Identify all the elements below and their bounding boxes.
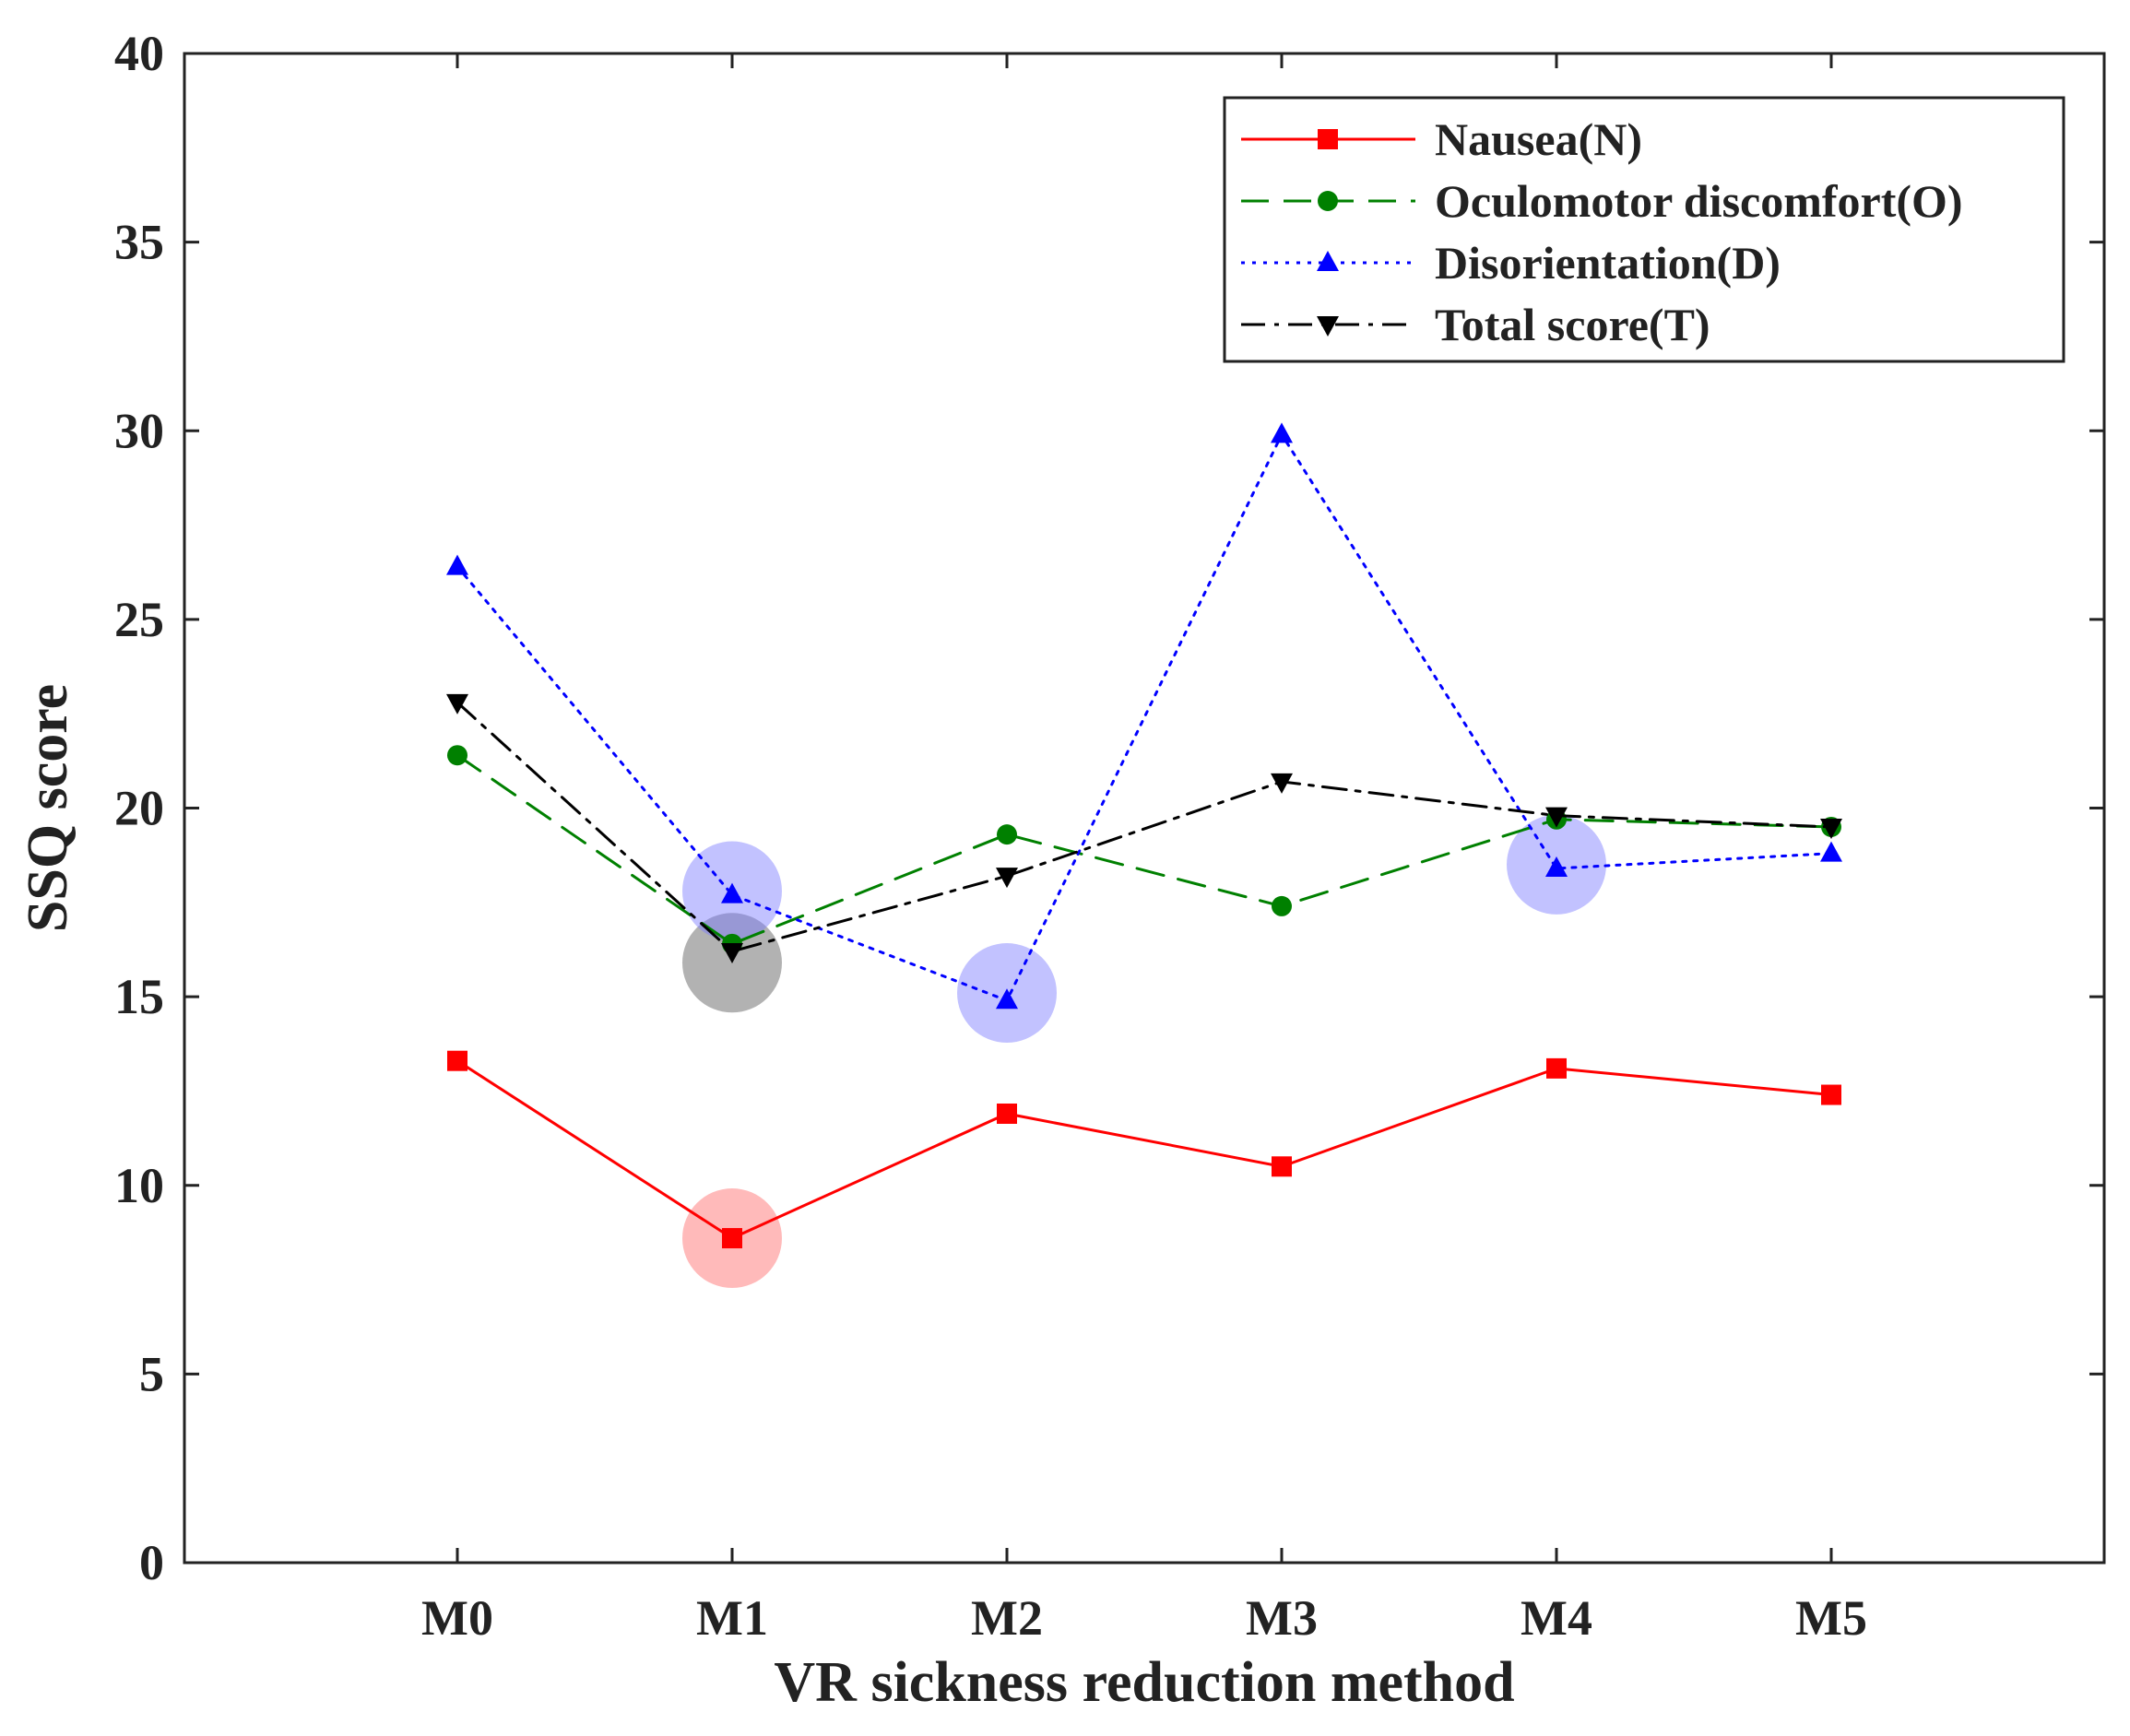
series-disorientation — [446, 422, 1842, 1010]
total-score-point — [996, 868, 1018, 889]
legend-box — [1223, 96, 2065, 363]
x-tick-label: M5 — [1795, 1590, 1867, 1646]
y-tick-label: 5 — [139, 1346, 164, 1401]
y-tick-label: 0 — [139, 1535, 164, 1590]
oculomotor-discomfort-point — [997, 824, 1017, 845]
y-tick-label: 10 — [114, 1158, 164, 1213]
disorientation-point — [721, 882, 743, 903]
y-tick-label: 15 — [114, 969, 164, 1024]
legend-swatch-marker — [1317, 251, 1339, 271]
x-tick-label: M4 — [1521, 1590, 1592, 1646]
total-score-point — [1271, 773, 1293, 794]
legend-item-nausea: Nausea(N) — [1241, 113, 1642, 165]
x-tick-label: M3 — [1246, 1590, 1318, 1646]
disorientation-point — [996, 988, 1018, 1010]
legend-label: Disorientation(D) — [1435, 237, 1781, 289]
y-axis-title: SSQ score — [17, 684, 79, 932]
y-tick-label: 25 — [114, 592, 164, 647]
nausea-point — [722, 1228, 742, 1249]
y-tick-label: 40 — [114, 26, 164, 81]
x-axis: M0 M1 M2 M3 M4 M5 — [421, 53, 1867, 1646]
disorientation-point — [1545, 856, 1568, 877]
x-tick-label: M1 — [696, 1590, 768, 1646]
legend-item-total-score: Total score(T) — [1241, 299, 1710, 350]
total-score-point — [1545, 807, 1568, 828]
disorientation-point — [1271, 422, 1293, 443]
oculomotor-discomfort-point — [1272, 895, 1292, 916]
legend-label: Oculomotor discomfort(O) — [1435, 175, 1963, 227]
legend-item-disorientation: Disorientation(D) — [1241, 237, 1781, 289]
nausea-point — [1272, 1156, 1292, 1177]
total-score-point — [721, 943, 743, 964]
nausea-point — [997, 1103, 1017, 1124]
x-axis-title: VR sickness reduction method — [774, 1651, 1514, 1714]
x-tick-label: M0 — [421, 1590, 493, 1646]
total-score-line — [456, 701, 1833, 953]
series-nausea — [447, 1050, 1841, 1249]
nausea-point — [447, 1050, 467, 1071]
legend-label: Total score(T) — [1435, 299, 1710, 350]
nausea-point — [1821, 1084, 1841, 1105]
disorientation-line — [456, 431, 1833, 1003]
y-axis: 0 5 10 15 20 25 30 35 40 — [114, 26, 2104, 1590]
nausea-line — [456, 1059, 1833, 1240]
y-tick-label: 35 — [114, 215, 164, 270]
legend: Nausea(N) Oculomotor discomfort(O) Disorie… — [1223, 96, 2065, 363]
legend-item-oculomotor-discomfort: Oculomotor discomfort(O) — [1241, 175, 1963, 227]
highlight-layer — [682, 814, 1606, 1289]
legend-swatch-marker — [1318, 129, 1338, 149]
legend-label: Nausea(N) — [1435, 113, 1642, 165]
y-tick-label: 20 — [114, 781, 164, 836]
series-total-score — [446, 693, 1842, 964]
legend-swatch-marker — [1317, 316, 1339, 337]
disorientation-point — [446, 554, 468, 575]
series-layer — [446, 422, 1842, 1249]
oculomotor-discomfort-line — [456, 753, 1833, 946]
total-score-point — [1820, 818, 1842, 839]
disorientation-point — [1820, 841, 1842, 862]
total-score-point — [446, 693, 468, 714]
legend-swatch-marker — [1318, 191, 1338, 211]
series-oculomotor-discomfort — [447, 745, 1841, 954]
nausea-point — [1546, 1057, 1567, 1079]
y-tick-label: 30 — [114, 403, 164, 458]
x-tick-label: M2 — [971, 1590, 1043, 1646]
oculomotor-discomfort-point — [447, 745, 467, 766]
